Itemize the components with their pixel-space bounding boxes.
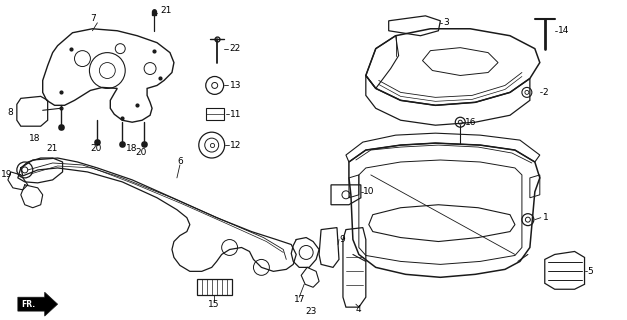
Text: 20: 20 <box>135 148 147 156</box>
Text: 16: 16 <box>465 118 477 127</box>
Text: 5: 5 <box>587 267 593 276</box>
Text: 4: 4 <box>356 305 362 314</box>
Text: 20: 20 <box>90 144 102 153</box>
Text: 12: 12 <box>229 140 241 149</box>
Text: 11: 11 <box>229 110 241 119</box>
Text: 18: 18 <box>126 144 138 153</box>
Text: 10: 10 <box>363 187 374 196</box>
Text: 14: 14 <box>557 26 569 35</box>
Text: 9: 9 <box>339 235 345 244</box>
Text: 1: 1 <box>543 213 549 222</box>
Text: 7: 7 <box>90 14 96 23</box>
Text: 21: 21 <box>46 144 58 153</box>
Text: 15: 15 <box>208 300 219 309</box>
Text: 13: 13 <box>229 81 241 90</box>
Text: 22: 22 <box>229 44 241 53</box>
Text: 17: 17 <box>293 295 305 304</box>
Text: 21: 21 <box>160 6 171 15</box>
Text: FR.: FR. <box>21 300 35 309</box>
Text: 3: 3 <box>443 18 449 27</box>
Text: 19: 19 <box>1 171 13 180</box>
Polygon shape <box>18 292 58 316</box>
Text: 6: 6 <box>177 157 183 166</box>
Text: 8: 8 <box>7 108 13 117</box>
Text: 18: 18 <box>29 134 41 143</box>
Text: 2: 2 <box>543 88 549 97</box>
Text: 23: 23 <box>305 307 317 316</box>
